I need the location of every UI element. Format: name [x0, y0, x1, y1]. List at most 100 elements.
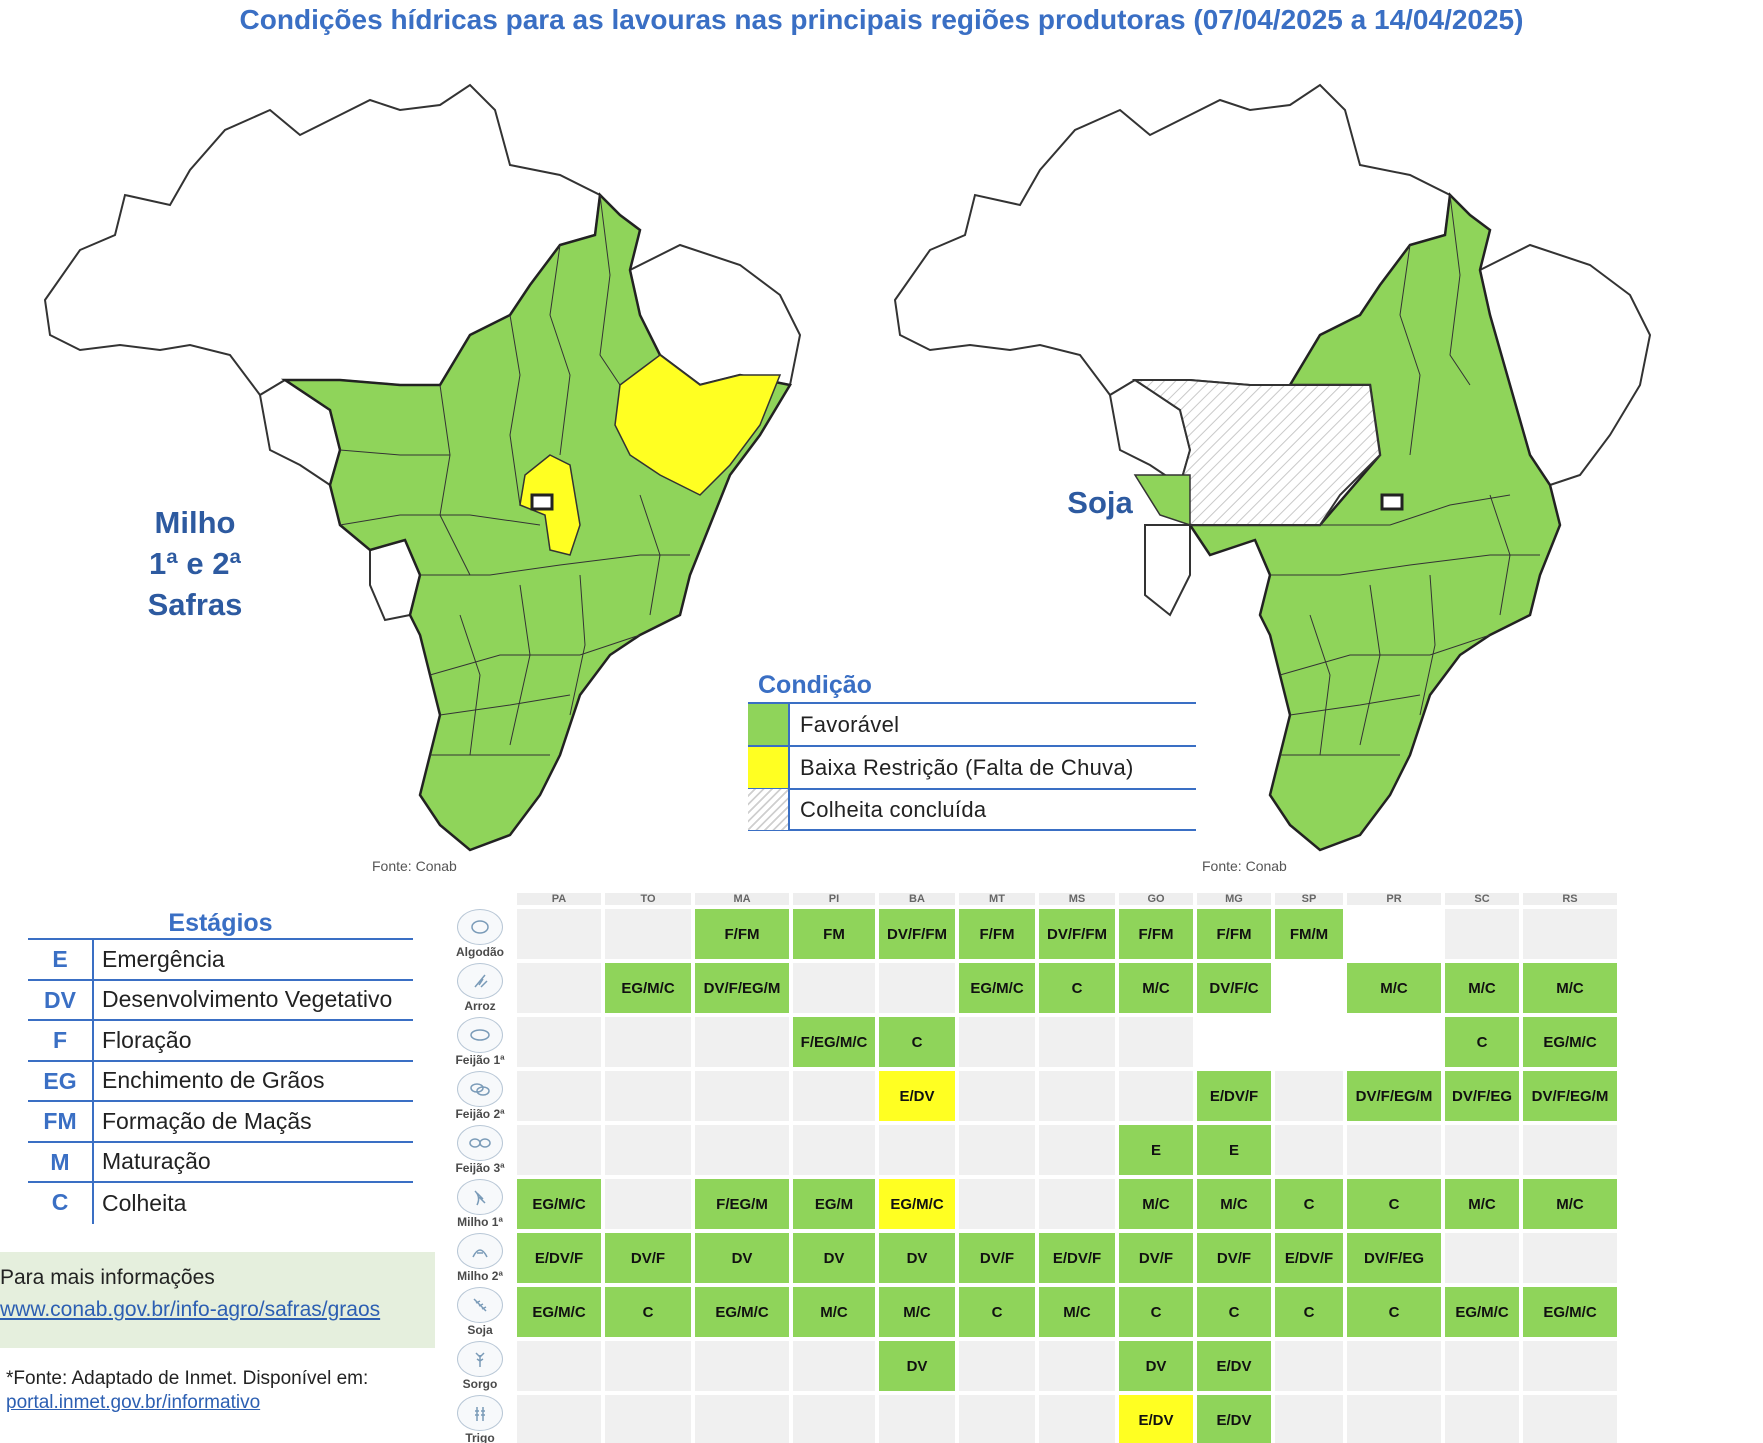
crop-icon — [457, 963, 503, 999]
stage-cell: DV/F/EG/M — [1523, 1071, 1617, 1121]
stage-cell: C — [1275, 1287, 1343, 1337]
state-header-mg: MG — [1197, 893, 1271, 905]
stage-cell — [695, 1341, 789, 1391]
stage-cell — [793, 1071, 875, 1121]
crop-icon — [457, 1287, 503, 1323]
stage-desc: Maturação — [102, 1148, 211, 1175]
stage-cell — [1347, 1125, 1441, 1175]
crop-icon — [457, 909, 503, 945]
stage-cell — [879, 963, 955, 1013]
soja-map-label: Soja — [1067, 485, 1133, 520]
state-header-ba: BA — [879, 893, 955, 905]
crop-label-cell: Feijão 2ª — [443, 1071, 517, 1121]
state-header-ms: MS — [1039, 893, 1115, 905]
stage-cell — [879, 1395, 955, 1443]
crop-icon — [457, 1395, 503, 1431]
crop-name: Milho 2ª — [457, 1269, 503, 1283]
stage-cell: DV/F/EG — [1347, 1233, 1441, 1283]
stage-cell — [695, 1017, 789, 1067]
stage-desc: Formação de Maçãs — [102, 1107, 312, 1134]
stage-cell — [605, 1395, 691, 1443]
stage-cell — [517, 963, 601, 1013]
stage-cell: E/DV — [1119, 1395, 1193, 1443]
stage-cell — [1523, 1341, 1617, 1391]
stage-cell — [1445, 1341, 1519, 1391]
stage-cell — [517, 1395, 601, 1443]
more-info-title: Para mais informações — [0, 1266, 215, 1289]
stage-cell: F/FM — [1197, 909, 1271, 959]
stages-title: Estágios — [28, 906, 413, 940]
legend-item-baixa-restricao: Baixa Restrição (Falta de Chuva) — [748, 745, 1196, 788]
inmet-link[interactable]: portal.inmet.gov.br/informativo — [6, 1392, 261, 1413]
stage-row: C Colheita — [28, 1183, 413, 1224]
footnote-text: *Fonte: Adaptado de Inmet. Disponível em… — [6, 1368, 369, 1389]
stage-cell — [1039, 1341, 1115, 1391]
stage-cell: EG/M/C — [1523, 1017, 1617, 1067]
table-row: Algodão F/FM FM DV/F/FM F/FM DV/F/FM F/FM F/FM F… — [443, 909, 1756, 959]
stage-cell: M/C — [1119, 963, 1193, 1013]
stage-cell — [605, 1341, 691, 1391]
conab-link[interactable]: www.conab.gov.br/info-agro/safras/graos — [0, 1298, 381, 1321]
stage-desc: Colheita — [102, 1189, 187, 1216]
stage-cell — [517, 1341, 601, 1391]
crop-icon — [457, 1179, 503, 1215]
crop-name: Soja — [467, 1323, 493, 1337]
table-row: Trigo E/DV E/DV — [443, 1395, 1756, 1443]
stage-cell: E/DV — [879, 1071, 955, 1121]
stage-row: E Emergência — [28, 940, 413, 981]
stage-cell — [1445, 1395, 1519, 1443]
crop-label-cell: Arroz — [443, 963, 517, 1013]
stage-cell: M/C — [1119, 1179, 1193, 1229]
stage-cell — [1119, 1017, 1193, 1067]
stage-code: DV — [28, 980, 94, 1019]
stage-cell: DV/F/EG/M — [1347, 1071, 1441, 1121]
stage-cell: E/DV/F — [1197, 1071, 1271, 1121]
crop-label-cell: Algodão — [443, 909, 517, 959]
stage-cell — [1523, 1125, 1617, 1175]
stage-cell: EG/M/C — [695, 1287, 789, 1337]
stage-cell: F/EG/M/C — [793, 1017, 875, 1067]
stage-desc: Floração — [102, 1026, 192, 1053]
stage-cell — [793, 1125, 875, 1175]
stage-cell: C — [1197, 1287, 1271, 1337]
stage-cell: F/EG/M — [695, 1179, 789, 1229]
stage-code: EG — [28, 1061, 94, 1100]
legend-swatch-green — [748, 704, 790, 745]
stage-cell: E/DV — [1197, 1341, 1271, 1391]
stage-cell: M/C — [1445, 963, 1519, 1013]
crop-icon — [457, 1341, 503, 1377]
stage-cell: EG/M/C — [517, 1287, 601, 1337]
crop-name: Feijão 1ª — [455, 1053, 505, 1067]
crop-name: Milho 1ª — [457, 1215, 503, 1229]
stage-cell: C — [1039, 963, 1115, 1013]
stage-code: F — [28, 1021, 94, 1060]
stage-cell: DV/F/EG/M — [695, 963, 789, 1013]
stage-cell — [1347, 1395, 1441, 1443]
stage-cell: C — [879, 1017, 955, 1067]
crop-name: Trigo — [465, 1431, 495, 1443]
stage-cell — [517, 1071, 601, 1121]
stage-cell — [1039, 1395, 1115, 1443]
stage-cell: F/FM — [1119, 909, 1193, 959]
stage-cell: F/FM — [959, 909, 1035, 959]
stage-cell — [605, 1125, 691, 1175]
stage-desc: Emergência — [102, 945, 225, 972]
table-row: Arroz EG/M/C DV/F/EG/M EG/M/C C M/C DV/F/C M/C M… — [443, 963, 1756, 1013]
stage-cell: C — [605, 1287, 691, 1337]
crop-name: Algodão — [456, 945, 504, 959]
state-header-sc: SC — [1445, 893, 1519, 905]
crop-label-cell: Soja — [443, 1287, 517, 1337]
footnote: *Fonte: Adaptado de Inmet. Disponível em… — [6, 1368, 436, 1414]
stage-cell: C — [1347, 1179, 1441, 1229]
stage-row: F Floração — [28, 1021, 413, 1062]
table-row: Feijão 1ª F/EG/M/C C C EG/M/C — [443, 1017, 1756, 1067]
crop-label-cell: Sorgo — [443, 1341, 517, 1391]
stage-cell: C — [1445, 1017, 1519, 1067]
stage-cell: M/C — [1445, 1179, 1519, 1229]
legend-label: Baixa Restrição (Falta de Chuva) — [800, 754, 1134, 780]
stage-cell: M/C — [879, 1287, 955, 1337]
stage-cell — [1347, 909, 1441, 959]
stage-cell: M/C — [1197, 1179, 1271, 1229]
stage-cell: M/C — [1523, 1179, 1617, 1229]
state-header-ma: MA — [695, 893, 789, 905]
